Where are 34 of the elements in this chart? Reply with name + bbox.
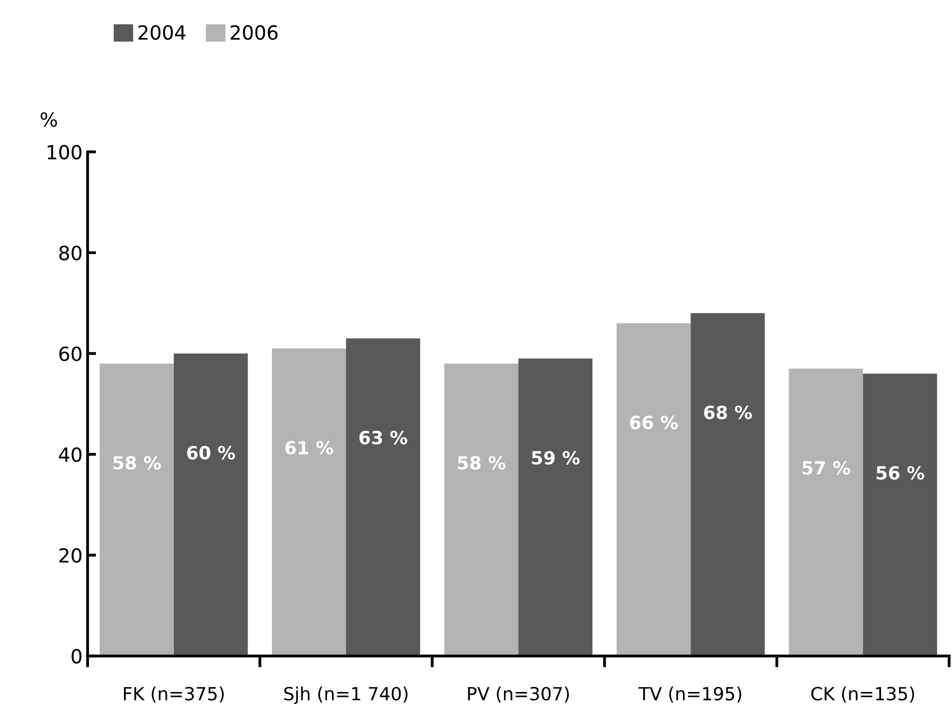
data-label: 57 % bbox=[802, 461, 850, 475]
bar bbox=[346, 338, 420, 656]
bar bbox=[616, 323, 691, 656]
x-tick-label: CK (n=135) bbox=[811, 686, 914, 703]
data-label: 56 % bbox=[876, 466, 924, 480]
bar bbox=[690, 313, 765, 656]
bar bbox=[174, 354, 248, 656]
legend-label: 2004 bbox=[138, 25, 186, 40]
legend-label: 2006 bbox=[230, 25, 278, 40]
y-tick-label: 0 bbox=[72, 648, 82, 664]
data-label: 60 % bbox=[187, 446, 235, 460]
data-label: 68 % bbox=[704, 406, 752, 420]
data-label: 58 % bbox=[458, 456, 506, 470]
x-tick-label: PV (n=307) bbox=[468, 686, 569, 703]
y-tick-label: 60 bbox=[59, 346, 82, 362]
x-tick-label: FK (n=375) bbox=[124, 686, 224, 703]
bar bbox=[862, 374, 938, 656]
y-tick-label: 80 bbox=[59, 246, 82, 260]
y-tick-label: 40 bbox=[58, 447, 82, 462]
y-tick-label: 100 bbox=[48, 144, 82, 160]
y-axis-title: % bbox=[40, 112, 57, 127]
bar bbox=[788, 368, 863, 656]
data-label: 58 % bbox=[113, 456, 161, 470]
data-label: 66 % bbox=[630, 416, 678, 430]
x-tick-label: Sjh (n=1 740) bbox=[284, 686, 408, 704]
data-label: 63 % bbox=[359, 430, 408, 444]
x-tick-label: TV (n=195) bbox=[638, 686, 742, 703]
bar bbox=[518, 358, 592, 656]
data-label: 59 % bbox=[532, 450, 580, 465]
y-tick-label: 20 bbox=[59, 548, 82, 563]
data-label: 61 % bbox=[285, 440, 334, 455]
bar bbox=[272, 348, 346, 656]
bar bbox=[444, 364, 518, 656]
bar bbox=[100, 364, 174, 656]
